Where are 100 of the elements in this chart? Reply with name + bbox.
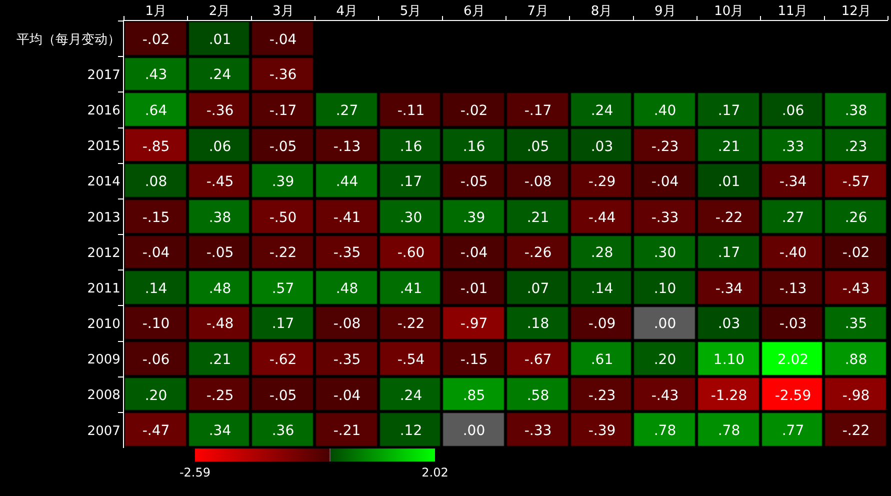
- data-label: .10: [654, 280, 676, 297]
- data-label: .16: [400, 138, 422, 155]
- x-tick-label: 11月: [778, 4, 808, 19]
- data-label: -.05: [460, 174, 488, 190]
- data-label: .41: [400, 280, 422, 297]
- data-label: 2.02: [777, 352, 809, 368]
- data-label: .23: [844, 138, 868, 155]
- color-bar-label: -2.59: [179, 465, 211, 480]
- data-label: -.22: [715, 210, 743, 226]
- data-label: -.33: [651, 210, 679, 226]
- x-tick-label: 8月: [590, 4, 612, 19]
- data-label: .36: [272, 422, 294, 439]
- y-tick-label: 2013: [87, 210, 120, 226]
- data-label: .28: [590, 244, 614, 261]
- data-label: -.60: [397, 244, 425, 261]
- data-label: .30: [400, 210, 422, 226]
- y-tick-label: 2017: [87, 68, 120, 83]
- data-label: .14: [590, 280, 614, 297]
- data-label: -.26: [524, 244, 552, 261]
- data-label: .61: [590, 352, 614, 368]
- x-tick-label: 2月: [208, 4, 230, 19]
- data-label: .18: [526, 316, 550, 332]
- y-tick-label: 2014: [87, 174, 120, 190]
- data-label: .17: [272, 316, 294, 332]
- x-tick-label: 12月: [841, 4, 871, 19]
- data-label: .03: [718, 316, 740, 332]
- data-label: .17: [400, 174, 422, 190]
- data-label: -.06: [142, 352, 170, 368]
- data-label: -.36: [206, 102, 234, 119]
- data-label: .20: [654, 352, 676, 368]
- data-label: -.43: [842, 280, 870, 297]
- data-label: .43: [144, 66, 168, 83]
- data-label: .39: [462, 210, 486, 226]
- data-label: -.40: [779, 244, 807, 261]
- data-label: -.43: [651, 388, 679, 404]
- data-label: .00: [654, 316, 676, 332]
- data-label: .16: [462, 138, 486, 155]
- data-label: -.04: [142, 244, 170, 261]
- data-label: .24: [400, 388, 422, 404]
- data-label: .88: [844, 352, 868, 368]
- data-label: -.97: [460, 316, 488, 332]
- data-label: .08: [144, 174, 168, 190]
- data-label: -.47: [142, 422, 170, 439]
- data-label: -.03: [779, 316, 807, 332]
- data-label: .17: [718, 244, 740, 261]
- data-label: .26: [844, 210, 868, 226]
- data-label: .01: [208, 32, 232, 48]
- data-label: .06: [782, 102, 804, 119]
- data-label: -.29: [588, 174, 616, 190]
- data-label: -.15: [142, 210, 170, 226]
- y-tick-label: 2007: [87, 424, 120, 439]
- data-label: .77: [782, 422, 804, 439]
- data-label: .85: [462, 388, 486, 404]
- data-label: -.02: [142, 32, 170, 48]
- data-label: -.02: [460, 102, 488, 119]
- data-label: .30: [654, 244, 676, 261]
- x-tick-label: 4月: [336, 4, 358, 19]
- data-label: -1.28: [710, 388, 748, 404]
- data-label: -.13: [779, 280, 807, 297]
- data-label: .40: [654, 102, 676, 119]
- data-label: -.35: [333, 352, 361, 368]
- data-label: .44: [336, 174, 358, 190]
- data-label: .07: [526, 280, 550, 297]
- data-label: -.41: [333, 210, 361, 226]
- data-label: -2.59: [774, 388, 812, 404]
- data-label: 1.10: [713, 352, 745, 368]
- data-label: -.13: [333, 138, 361, 155]
- data-label: -.05: [269, 388, 297, 404]
- data-label: .17: [718, 102, 740, 119]
- data-label: -.09: [588, 316, 616, 332]
- data-label: .48: [208, 280, 232, 297]
- data-label: -.23: [588, 388, 616, 404]
- data-label: .20: [144, 388, 168, 404]
- data-label: .24: [590, 102, 614, 119]
- data-label: .05: [526, 138, 550, 155]
- data-label: -.22: [842, 422, 870, 439]
- data-label: .39: [272, 174, 294, 190]
- data-label: -.23: [651, 138, 679, 155]
- data-label: -.48: [206, 316, 234, 332]
- data-label: -.67: [524, 352, 552, 368]
- data-label: -.17: [524, 102, 552, 119]
- data-label: -.62: [269, 352, 297, 368]
- data-label: .21: [718, 138, 740, 155]
- x-tick-label: 7月: [527, 4, 548, 19]
- data-label: .48: [336, 280, 358, 297]
- data-label: -.44: [588, 210, 616, 226]
- data-label: -.35: [333, 244, 361, 261]
- data-label: -.22: [397, 316, 425, 332]
- data-label: -.17: [269, 102, 297, 119]
- data-label: -.50: [269, 210, 297, 226]
- x-tick-label: 1月: [145, 4, 166, 19]
- x-tick-label: 10月: [714, 4, 744, 19]
- color-bar-label: 2.02: [422, 465, 448, 480]
- data-label: -.98: [842, 388, 870, 404]
- data-label: .64: [144, 102, 168, 119]
- data-label: -.04: [651, 174, 679, 190]
- data-label: -.25: [206, 388, 234, 404]
- data-label: -.04: [269, 32, 297, 48]
- data-label: -.45: [206, 174, 234, 190]
- data-label: .33: [782, 138, 804, 155]
